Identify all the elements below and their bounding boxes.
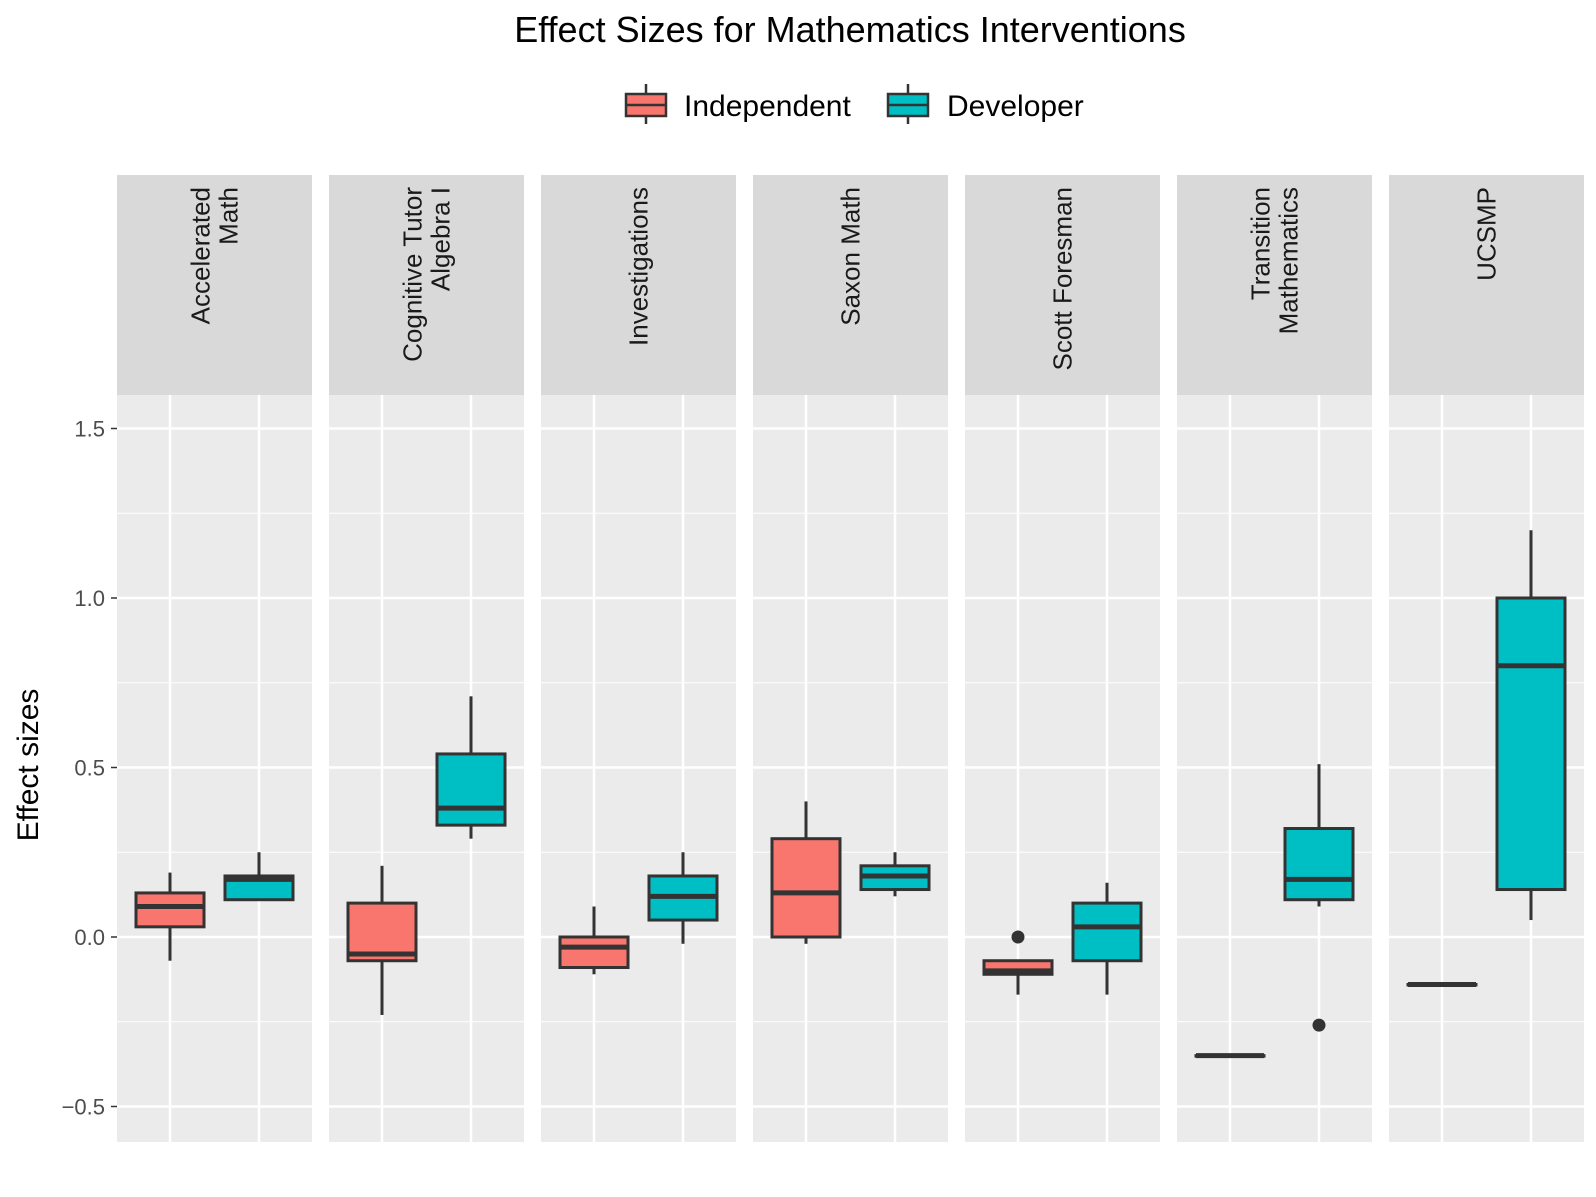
- facet-panel: Investigations: [541, 175, 736, 1142]
- box-developer: [1283, 764, 1355, 1032]
- y-tick-label: 1.0: [74, 586, 105, 611]
- y-tick-label: 1.5: [74, 417, 105, 442]
- facet-strip-label: UCSMP: [1472, 187, 1502, 281]
- box-independent: [1194, 1053, 1266, 1059]
- box-iqr: [1495, 596, 1567, 892]
- box-independent: [134, 872, 206, 961]
- facet-panel: Saxon Math: [753, 175, 948, 1142]
- box-iqr: [134, 891, 206, 929]
- box-independent: [770, 801, 842, 944]
- facet-strip: [1177, 175, 1372, 395]
- facet-strip-label: Algebra I: [426, 187, 456, 291]
- legend-label-developer: Developer: [947, 90, 1084, 123]
- box-independent: [346, 865, 418, 1015]
- box-developer: [859, 852, 931, 897]
- box-developer: [223, 852, 295, 902]
- box-iqr: [1071, 901, 1143, 963]
- y-axis: −0.5 0.0 0.5 1.0 1.5: [62, 417, 117, 1120]
- facet-strip: [1389, 175, 1584, 395]
- box-iqr: [435, 752, 507, 827]
- box-developer: [647, 852, 719, 944]
- box-developer: [1495, 530, 1567, 921]
- y-tick-label: 0.0: [74, 925, 105, 950]
- box-iqr: [558, 935, 630, 970]
- box-independent: [1406, 981, 1478, 987]
- facet-strip: [117, 175, 312, 395]
- facet-strip-label: Accelerated: [186, 187, 216, 324]
- box-iqr: [1283, 827, 1355, 902]
- chart-title: Effect Sizes for Mathematics Interventio…: [514, 9, 1186, 50]
- box-independent: [982, 930, 1054, 995]
- facet-strip-label: Scott Foresman: [1048, 187, 1078, 371]
- facet-strip: [965, 175, 1160, 395]
- legend: Independent Developer: [624, 84, 1084, 124]
- facet-panel: UCSMP: [1389, 175, 1584, 1142]
- facet-strip: [329, 175, 524, 395]
- facet-strip-label: Mathematics: [1274, 187, 1304, 334]
- legend-label-independent: Independent: [684, 90, 851, 123]
- facet-strip-label: Transition: [1246, 187, 1276, 300]
- facet-strip-label: Investigations: [624, 187, 654, 346]
- box-developer: [1071, 882, 1143, 995]
- outlier-point: [1011, 930, 1025, 944]
- box-independent: [558, 906, 630, 975]
- box-iqr: [346, 901, 418, 963]
- y-tick-label: 0.5: [74, 756, 105, 781]
- box-iqr: [770, 837, 842, 939]
- y-tick-label: −0.5: [62, 1095, 105, 1120]
- facet-strip-label: Cognitive Tutor: [398, 187, 428, 362]
- y-axis-title: Effect sizes: [12, 689, 45, 842]
- facet-strip: [541, 175, 736, 395]
- box-iqr: [223, 874, 295, 902]
- facet-strip-label: Saxon Math: [836, 187, 866, 326]
- outlier-point: [1312, 1018, 1326, 1032]
- facet-strip-label: Math: [214, 187, 244, 245]
- facet-strip: [753, 175, 948, 395]
- box-developer: [435, 696, 507, 839]
- facet-panel: Scott Foresman: [965, 175, 1160, 1142]
